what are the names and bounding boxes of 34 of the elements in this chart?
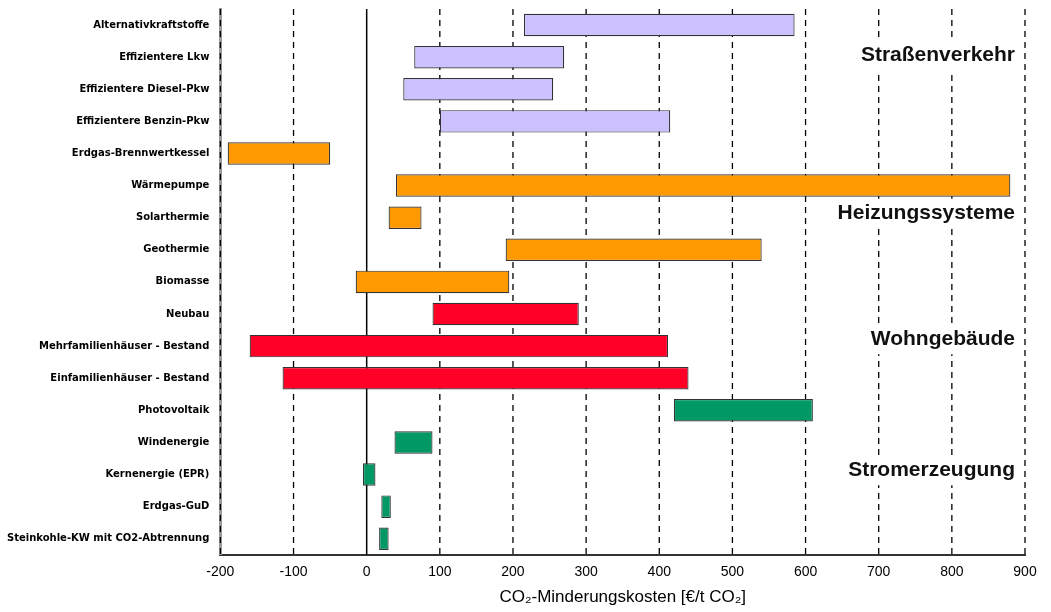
x-tick-label: 800 (940, 563, 964, 580)
x-tick-label: 700 (867, 563, 891, 580)
annotation: Straßenverkehr (860, 42, 1015, 66)
x-tick-label: 100 (428, 563, 452, 580)
y-tick-label: Geothermie (143, 243, 210, 255)
annotation: Heizungssysteme (837, 200, 1015, 224)
y-tick-label: Erdgas-Brennwertkessel (71, 147, 210, 159)
x-axis-title: CO₂-Minderungskosten [€/t CO₂] (499, 587, 746, 607)
y-tick-label: Photovoltaik (137, 403, 210, 415)
y-tick-label: Alternativkraftstoffe (93, 18, 210, 30)
y-tick-label: Effizientere Benzin-Pkw (76, 114, 210, 126)
x-tick-label: -200 (206, 563, 235, 580)
y-tick-label: Neubau (166, 307, 210, 319)
y-tick-label: Kernenergie (EPR) (105, 468, 210, 480)
x-tick-label: -100 (279, 563, 308, 580)
y-tick-label: Erdgas-GuD (142, 500, 210, 512)
y-tick-label: Einfamilienhäuser - Bestand (50, 371, 210, 383)
x-tick-label: 600 (793, 563, 818, 580)
y-tick-label: Effizientere Lkw (119, 50, 210, 62)
y-tick-label: Wärmepumpe (131, 179, 210, 191)
y-tick-label: Solarthermie (135, 211, 210, 223)
annotation: Stromerzeugung (848, 457, 1015, 480)
x-tick-label: 0 (362, 563, 371, 580)
x-tick-label: 200 (501, 563, 525, 580)
x-tick-label: 400 (647, 563, 672, 580)
x-tick-label: 900 (1013, 563, 1037, 580)
y-tick-label: Mehrfamilienhäuser - Bestand (38, 339, 210, 351)
y-tick-label: Steinkohle-KW mit CO2-Abtrennung (7, 532, 210, 544)
x-tick-label: 500 (720, 563, 745, 580)
y-tick-label: Effizientere Diesel-Pkw (79, 82, 210, 94)
annotation: Wohngebäude (870, 326, 1015, 350)
y-tick-label: Windenergie (137, 436, 210, 448)
y-tick-label: Biomasse (155, 275, 210, 287)
x-tick-label: 300 (574, 563, 599, 580)
